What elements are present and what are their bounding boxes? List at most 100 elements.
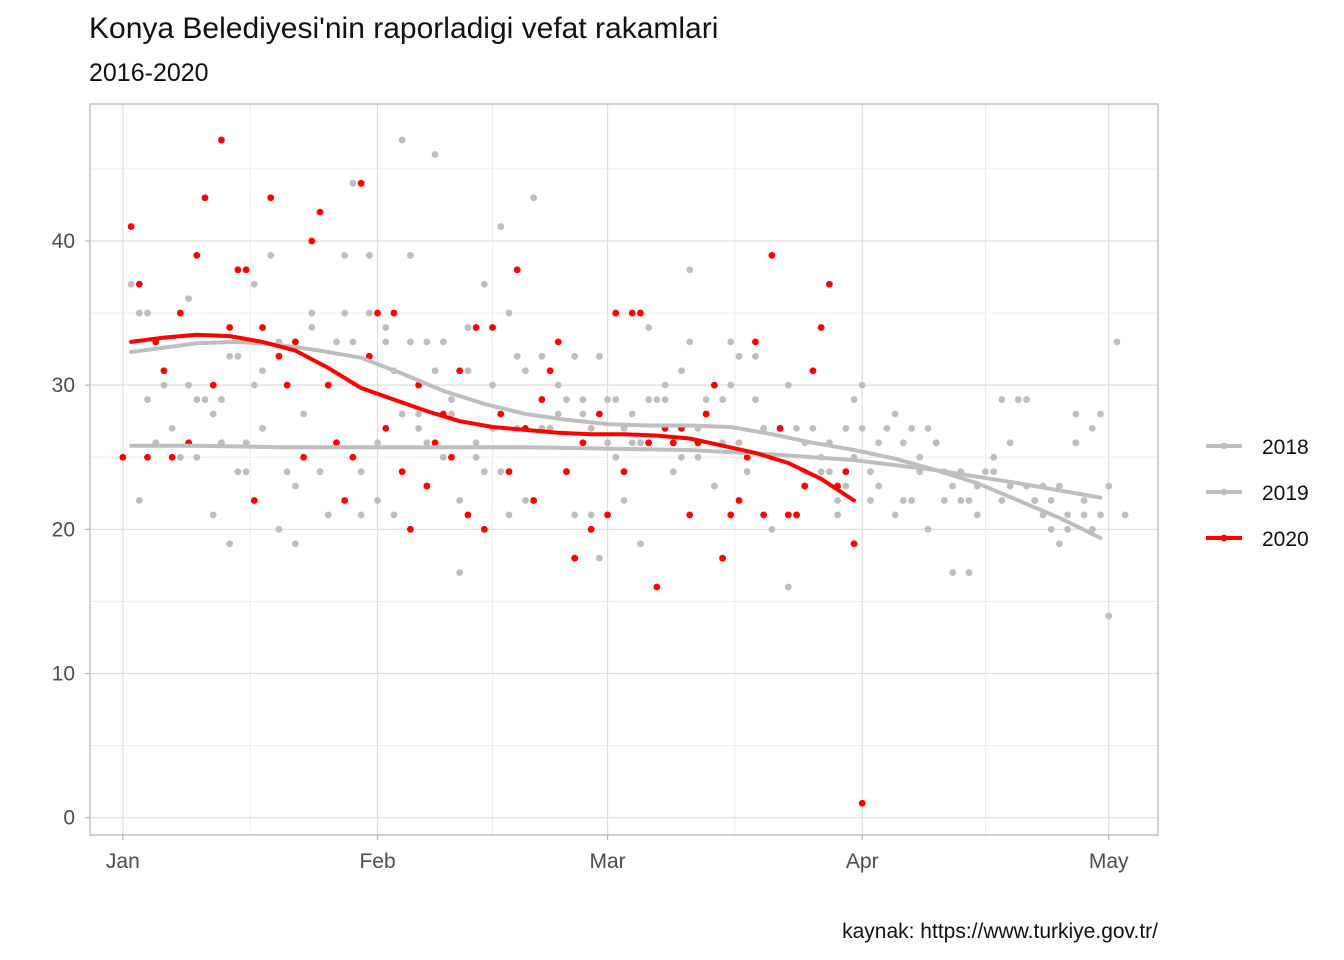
- point-2019: [1121, 511, 1129, 519]
- point-2018: [891, 511, 899, 519]
- legend-label: 2019: [1262, 482, 1309, 505]
- point-2018: [620, 497, 628, 504]
- point-2018: [283, 468, 291, 476]
- point-2019: [415, 425, 423, 432]
- smooth-line-2020: [129, 332, 856, 503]
- point-2019: [891, 410, 899, 418]
- point-2018: [842, 482, 850, 490]
- point-2019: [456, 569, 464, 576]
- point-2018: [595, 554, 603, 562]
- point-2018: [168, 425, 176, 432]
- point-2019: [308, 324, 316, 331]
- point-2019: [497, 223, 505, 230]
- point-2020: [752, 338, 759, 346]
- point-2018: [587, 511, 595, 519]
- point-2018: [275, 525, 283, 533]
- point-2018: [669, 468, 677, 476]
- point-2020: [135, 280, 143, 288]
- point-2018: [209, 511, 217, 519]
- point-2019: [1097, 511, 1104, 519]
- point-2019: [579, 396, 587, 403]
- point-2018: [365, 251, 373, 259]
- point-2019: [472, 439, 480, 447]
- x-tick-label: Mar: [589, 850, 625, 873]
- point-2018: [579, 410, 587, 418]
- point-2019: [522, 367, 529, 375]
- point-2019: [867, 497, 874, 504]
- point-2020: [250, 497, 258, 504]
- point-2018: [998, 396, 1006, 403]
- point-2019: [924, 525, 932, 533]
- point-2018: [382, 324, 390, 331]
- point-2020: [349, 453, 357, 461]
- point-2019: [1072, 439, 1080, 447]
- point-2019: [571, 511, 579, 519]
- point-2020: [472, 324, 480, 331]
- point-2018: [374, 439, 381, 447]
- point-2019: [842, 425, 850, 432]
- point-2020: [316, 208, 324, 216]
- point-2019: [735, 352, 743, 360]
- point-2020: [168, 453, 176, 461]
- point-2019: [661, 381, 669, 389]
- series-2018: [127, 136, 1113, 620]
- point-2020: [193, 251, 201, 259]
- point-2018: [127, 280, 135, 288]
- point-2019: [349, 338, 357, 346]
- point-2019: [1014, 396, 1022, 403]
- point-2018: [1105, 612, 1113, 620]
- point-2020: [176, 309, 184, 317]
- point-2020: [308, 237, 316, 245]
- point-2019: [1006, 439, 1014, 447]
- point-2020: [291, 338, 299, 346]
- point-2020: [275, 352, 283, 360]
- point-2019: [949, 482, 957, 490]
- point-2018: [924, 425, 932, 432]
- point-2020: [201, 194, 209, 202]
- point-2019: [899, 439, 907, 447]
- point-2018: [341, 309, 349, 317]
- x-tick-label: Apr: [846, 850, 879, 873]
- point-2019: [423, 439, 431, 447]
- point-2020: [234, 266, 242, 274]
- point-2018: [949, 569, 957, 576]
- point-2018: [291, 540, 299, 548]
- point-2019: [341, 251, 349, 259]
- point-2020: [842, 468, 850, 476]
- point-2020: [423, 482, 431, 490]
- point-2018: [784, 381, 792, 389]
- point-2019: [1056, 482, 1063, 490]
- point-2019: [218, 396, 225, 403]
- point-2019: [1023, 396, 1030, 403]
- point-2019: [719, 396, 726, 403]
- point-2019: [1113, 338, 1121, 346]
- point-2019: [604, 439, 611, 447]
- point-2018: [735, 439, 743, 447]
- point-2018: [135, 309, 143, 317]
- axis-layer: 0 10 20 30 40 Jan Feb Mar Apr May: [52, 230, 1129, 873]
- point-2019: [653, 396, 661, 403]
- point-2019: [250, 381, 258, 389]
- point-2018: [497, 468, 505, 476]
- point-2018: [407, 251, 414, 259]
- point-2020: [538, 396, 546, 403]
- point-2019: [793, 425, 800, 432]
- point-2019: [226, 352, 234, 360]
- point-2019: [883, 425, 891, 432]
- point-2019: [743, 468, 751, 476]
- point-2020: [850, 540, 858, 548]
- point-2019: [448, 410, 455, 418]
- point-2018: [300, 410, 307, 418]
- point-2019: [144, 309, 151, 317]
- point-2018: [661, 396, 669, 403]
- x-tick-label: Jan: [106, 850, 140, 873]
- point-2019: [291, 482, 299, 490]
- point-2018: [308, 309, 316, 317]
- point-2019: [431, 367, 439, 375]
- point-2019: [760, 425, 768, 432]
- point-2019: [439, 338, 447, 346]
- point-2019: [727, 338, 735, 346]
- point-2020: [218, 136, 225, 144]
- point-2018: [193, 453, 201, 461]
- point-2018: [858, 381, 866, 389]
